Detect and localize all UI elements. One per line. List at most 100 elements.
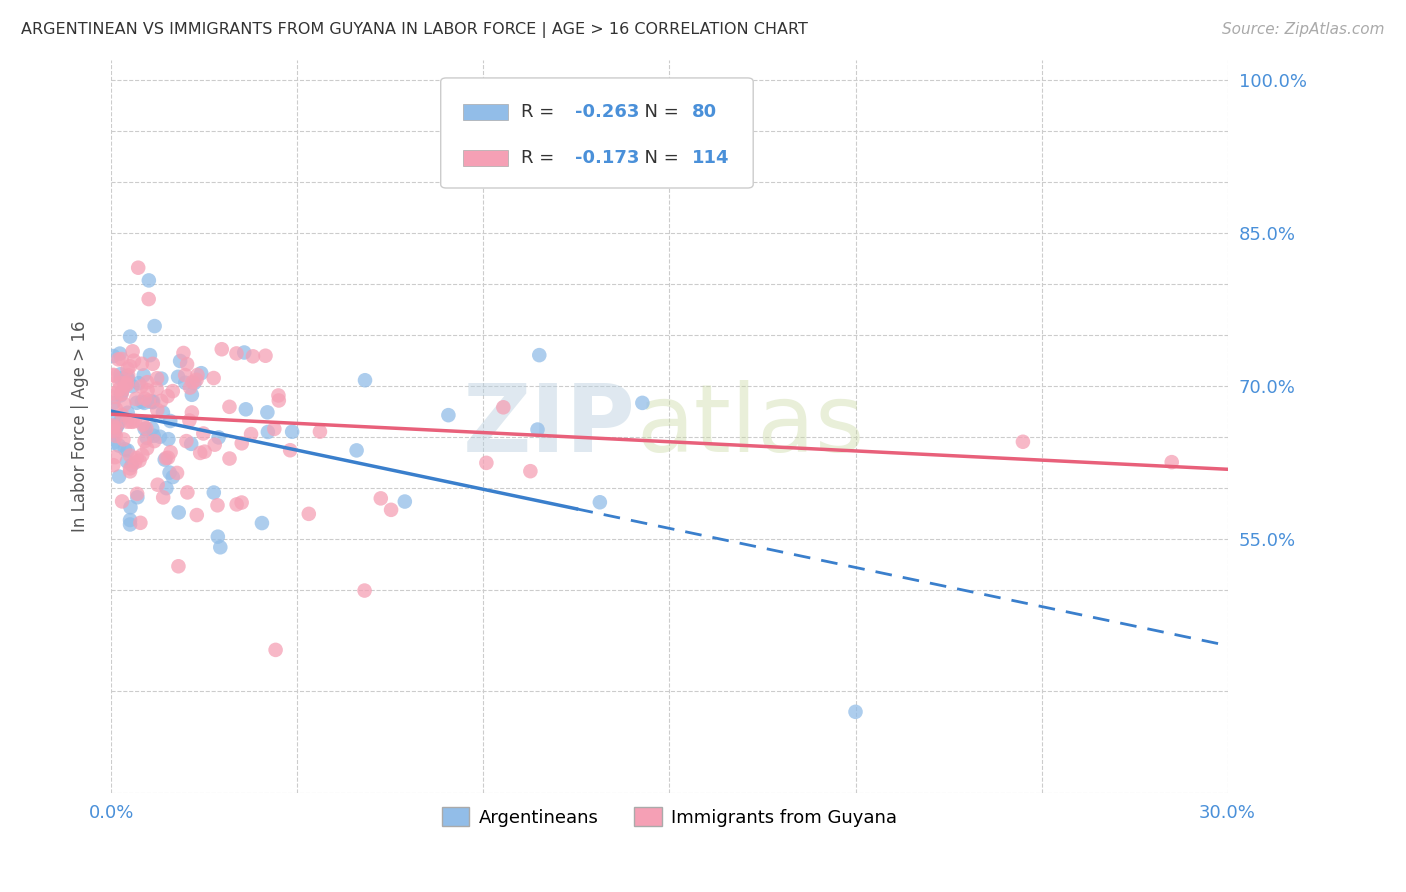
Point bbox=[159, 466, 181, 480]
Point bbox=[111, 383, 134, 397]
Point bbox=[115, 415, 138, 429]
Point bbox=[120, 449, 142, 463]
Point bbox=[150, 393, 173, 408]
Point bbox=[131, 448, 153, 462]
Point bbox=[589, 495, 612, 509]
Point bbox=[167, 505, 190, 519]
Point bbox=[153, 452, 176, 467]
Point bbox=[120, 415, 142, 429]
Point bbox=[209, 541, 232, 555]
Point bbox=[155, 451, 177, 466]
Point bbox=[631, 396, 654, 410]
Point bbox=[105, 420, 128, 434]
Point bbox=[117, 443, 139, 458]
Point bbox=[136, 375, 159, 389]
Point bbox=[141, 394, 163, 409]
Point bbox=[111, 351, 134, 366]
Point bbox=[114, 397, 136, 411]
Point bbox=[179, 413, 201, 427]
Point bbox=[211, 343, 233, 357]
Point bbox=[180, 405, 202, 419]
Point bbox=[231, 495, 253, 509]
Point bbox=[146, 477, 169, 491]
Point bbox=[103, 418, 125, 433]
Point bbox=[142, 429, 165, 443]
Point bbox=[132, 368, 155, 383]
Point bbox=[120, 359, 142, 374]
Point bbox=[120, 500, 142, 515]
Point bbox=[353, 583, 375, 598]
Point bbox=[104, 450, 127, 464]
Point bbox=[132, 417, 155, 432]
Point bbox=[120, 517, 142, 532]
Point bbox=[146, 403, 169, 417]
Point bbox=[121, 379, 143, 393]
Point bbox=[138, 393, 160, 408]
Point bbox=[104, 429, 127, 443]
Point bbox=[103, 349, 125, 363]
Point bbox=[257, 425, 280, 439]
Point bbox=[142, 394, 165, 409]
Point bbox=[134, 434, 156, 449]
Point bbox=[108, 469, 131, 483]
Point bbox=[298, 507, 321, 521]
Point bbox=[134, 396, 156, 410]
Point bbox=[115, 377, 138, 392]
Point bbox=[183, 376, 205, 390]
Point bbox=[263, 422, 285, 436]
Point bbox=[103, 458, 125, 472]
Point bbox=[225, 346, 247, 360]
Point bbox=[475, 456, 498, 470]
Text: atlas: atlas bbox=[636, 381, 865, 473]
Text: -0.263: -0.263 bbox=[575, 103, 638, 120]
Point bbox=[188, 446, 211, 460]
Point bbox=[162, 470, 184, 484]
Text: R =: R = bbox=[522, 149, 560, 167]
Point bbox=[159, 445, 181, 459]
Point bbox=[526, 423, 548, 437]
Point bbox=[162, 384, 184, 398]
Text: N =: N = bbox=[633, 103, 685, 120]
Point bbox=[110, 388, 132, 402]
Point bbox=[134, 422, 156, 436]
Point bbox=[121, 415, 143, 429]
Point bbox=[131, 379, 153, 393]
Point bbox=[186, 368, 208, 382]
Point bbox=[110, 412, 132, 426]
Text: Source: ZipAtlas.com: Source: ZipAtlas.com bbox=[1222, 22, 1385, 37]
Point bbox=[134, 392, 156, 406]
Point bbox=[111, 494, 134, 508]
Point bbox=[264, 643, 287, 657]
Text: -0.173: -0.173 bbox=[575, 149, 638, 167]
Point bbox=[105, 418, 128, 433]
Point bbox=[354, 373, 377, 387]
Point bbox=[519, 464, 541, 478]
Point bbox=[138, 273, 160, 287]
Point bbox=[278, 443, 301, 458]
Point bbox=[1160, 455, 1182, 469]
Point bbox=[120, 513, 142, 527]
Point bbox=[110, 371, 132, 385]
Point bbox=[103, 368, 125, 382]
Point bbox=[104, 401, 127, 416]
Point bbox=[103, 386, 125, 401]
Point bbox=[267, 388, 290, 402]
Point bbox=[437, 408, 460, 422]
Point bbox=[128, 453, 150, 467]
Point bbox=[174, 376, 197, 390]
Text: 80: 80 bbox=[692, 103, 717, 120]
Point bbox=[125, 396, 148, 410]
Point bbox=[492, 401, 515, 415]
Point bbox=[127, 487, 149, 501]
Point bbox=[233, 345, 256, 359]
FancyBboxPatch shape bbox=[440, 78, 754, 188]
Point bbox=[127, 491, 149, 505]
Point bbox=[121, 344, 143, 359]
Point bbox=[103, 428, 125, 442]
Point bbox=[104, 390, 127, 404]
Point bbox=[202, 485, 225, 500]
Point bbox=[124, 455, 146, 469]
Point bbox=[121, 458, 143, 472]
Point bbox=[107, 352, 129, 367]
Point bbox=[142, 357, 165, 371]
